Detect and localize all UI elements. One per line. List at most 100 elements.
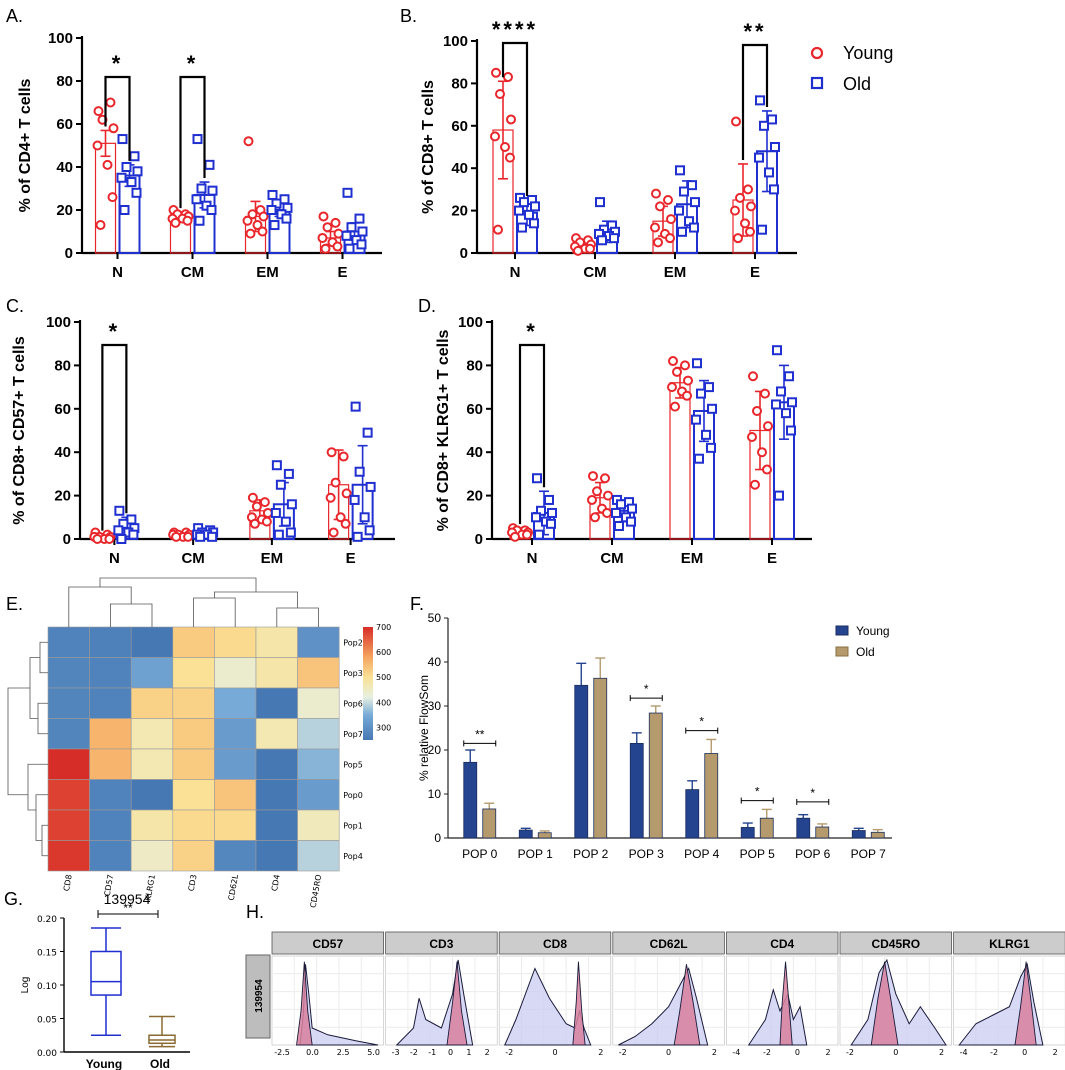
chart-f: 0 10 20 30 40 50 % relative FlowSom POP 0 POP 1 P… (417, 611, 892, 861)
data-point (505, 152, 515, 163)
x-tick-label: N (109, 550, 120, 567)
data-point (207, 185, 218, 196)
data-point (730, 205, 740, 216)
data-point (350, 401, 361, 412)
data-point (672, 366, 682, 377)
x-tick-label: CM (181, 264, 204, 281)
data-point (663, 195, 673, 205)
significance-label: * (644, 682, 649, 696)
heatmap-cell (214, 809, 257, 841)
data-point (242, 215, 253, 226)
x-tick-label: -2.5 (274, 1048, 290, 1057)
x-tick-label: -2 (619, 1048, 627, 1057)
chart-title: 139954 (104, 891, 151, 907)
data-point (745, 226, 755, 237)
x-tick-label: POP 0 (462, 847, 497, 861)
heatmap-cell (130, 626, 174, 658)
x-tick-label: 0 (893, 1048, 898, 1057)
box (90, 950, 122, 996)
panel-label-h: H. (246, 902, 264, 922)
data-point (679, 186, 689, 197)
data-point (258, 211, 269, 222)
data-point (490, 131, 500, 142)
x-tick-label: EM (256, 264, 279, 281)
data-point (750, 479, 760, 490)
x-tick-label: 0 (448, 1048, 453, 1057)
data-point (752, 405, 762, 416)
legend-young-label: Young (856, 624, 890, 638)
colorbar-tick-label: 300 (376, 723, 391, 732)
y-tick-label: 40 (451, 160, 468, 177)
data-point (519, 197, 529, 208)
data-point (183, 531, 194, 542)
heatmap-cell (89, 840, 132, 872)
heatmap-cell (172, 687, 215, 719)
data-point (735, 192, 745, 203)
panel-label-e: E. (6, 594, 23, 614)
x-tick-label: N (527, 550, 538, 567)
data-point (534, 529, 544, 540)
data-point (247, 209, 258, 220)
data-point (108, 123, 119, 134)
y-tick-label: 0.05 (37, 1016, 57, 1026)
panel-label-g: G. (4, 889, 23, 909)
heatmap-cell (47, 809, 90, 841)
y-tick-label: 100 (48, 30, 73, 47)
data-point (651, 188, 661, 199)
data-point (767, 114, 777, 125)
data-point (354, 213, 365, 224)
data-point (772, 345, 782, 356)
heatmap-cell (89, 657, 132, 689)
heatmap-row-label: Pop3 (343, 669, 363, 678)
chart-d: 0 20 40 60 80 100 % of CD8+ KLRG1+ T cells N CM E… (435, 314, 812, 567)
data-point (322, 222, 333, 233)
data-point (707, 403, 717, 414)
heatmap-cell (89, 687, 132, 719)
density-young (673, 964, 701, 1046)
heatmap-cell (214, 687, 257, 719)
data-point (600, 473, 610, 484)
heatmap-cell (47, 779, 90, 811)
row-strip (245, 954, 271, 1039)
y-tick-label: 0.10 (37, 982, 57, 992)
data-point (587, 494, 597, 505)
data-point (107, 192, 118, 203)
data-point (733, 233, 743, 244)
heatmap-cell (89, 626, 132, 658)
data-point (207, 531, 218, 542)
data-point (682, 390, 692, 401)
data-point (102, 159, 113, 170)
y-axis-title: % of CD8+ CD57+ T cells (11, 336, 28, 525)
data-point (706, 442, 716, 453)
y-tick-label: 100 (443, 33, 468, 50)
data-point (362, 427, 373, 438)
y-tick-label: 0 (65, 245, 73, 262)
data-point (522, 529, 532, 540)
data-point (694, 453, 704, 464)
y-tick-label: 60 (466, 401, 483, 418)
data-point (346, 222, 357, 233)
bar (593, 677, 608, 839)
data-point (92, 140, 103, 151)
y-tick-label: 0.20 (37, 915, 57, 925)
data-point (544, 494, 554, 505)
panel-label-a: A. (6, 6, 23, 26)
heatmap-cell (255, 718, 298, 750)
heatmap-cell (297, 840, 340, 872)
x-tick-label: POP 6 (795, 847, 830, 861)
data-point (335, 512, 346, 523)
data-point (338, 451, 349, 462)
bar (648, 712, 663, 839)
boxplot-g: 0.00 0.05 0.10 0.15 0.20 Log 139954 Young Old ** (20, 891, 190, 1070)
data-point (674, 205, 684, 216)
heatmap-row-label: Pop0 (343, 791, 363, 800)
facet-header (726, 931, 839, 955)
x-tick-label: 0 (1022, 1048, 1027, 1057)
heatmap-cell (130, 718, 174, 750)
data-point (495, 89, 505, 99)
significance-bracket (518, 343, 546, 525)
data-point (333, 228, 344, 239)
heatmap-cell (89, 718, 132, 750)
